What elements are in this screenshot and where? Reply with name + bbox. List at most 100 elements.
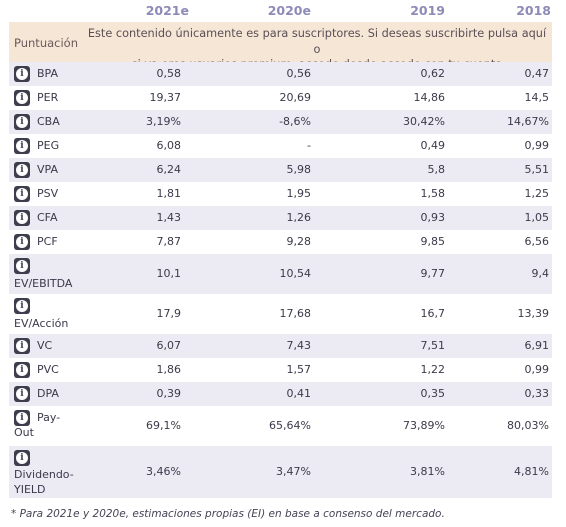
row-label: Pay- Out [14, 411, 61, 439]
cell-2018: 1,25 [524, 187, 550, 200]
info-icon[interactable]: i [14, 410, 30, 426]
cell-2018: 14,5 [524, 91, 550, 104]
cell-2018: 1,05 [524, 211, 550, 224]
cell-2019: 9,85 [420, 235, 446, 248]
table-row-cfa: i CFA 1,43 1,26 0,93 1,05 [9, 206, 552, 230]
row-label: VC [37, 339, 53, 352]
cell-2020e: -8,6% [279, 115, 311, 128]
cell-2018: 4,81% [514, 465, 549, 478]
cell-2020e: 65,64% [269, 419, 311, 432]
row-label: EV/EBITDA [14, 277, 73, 290]
table-row-dpa: i DPA 0,39 0,41 0,35 0,33 [9, 382, 552, 406]
cell-2019: 0,35 [420, 387, 446, 400]
year-header-row: 2021e 2020e 2019 2018 [9, 0, 552, 22]
info-icon[interactable]: i [14, 234, 30, 250]
info-icon[interactable]: i [14, 138, 30, 154]
table-row-pcf: i PCF 7,87 9,28 9,85 6,56 [9, 230, 552, 254]
cell-2020e: - [307, 139, 311, 152]
table-row-per: i PER 19,37 20,69 14,86 14,5 [9, 86, 552, 110]
table-row-peg: i PEG 6,08 - 0,49 0,99 [9, 134, 552, 158]
cell-2021e: 1,81 [156, 187, 182, 200]
row-label: EV/Acción [14, 317, 69, 330]
info-icon[interactable]: i [14, 114, 30, 130]
cell-2021e: 6,24 [156, 163, 182, 176]
cell-2018: 13,39 [517, 307, 550, 320]
cell-2021e: 3,46% [146, 465, 181, 478]
row-label: DPA [37, 387, 59, 400]
cell-2020e: 0,56 [286, 67, 312, 80]
cell-2018: 5,51 [524, 163, 550, 176]
info-icon[interactable]: i [14, 186, 30, 202]
cell-2018: 6,91 [524, 339, 550, 352]
cell-2019: 7,51 [420, 339, 446, 352]
year-header-2019: 2019 [410, 3, 445, 18]
cell-2019: 5,8 [427, 163, 446, 176]
table-row-dividend-yield: i Dividendo- YIELD 3,46% 3,47% 3,81% 4,8… [9, 446, 552, 498]
row-label: VPA [37, 163, 58, 176]
cell-2020e: 20,69 [279, 91, 312, 104]
ratios-table: 2021e 2020e 2019 2018 Puntuación Este co… [9, 0, 552, 498]
cell-2019: 9,77 [420, 267, 446, 280]
row-label: BPA [37, 67, 59, 80]
cell-2020e: 17,68 [279, 307, 312, 320]
table-row-vpa: i VPA 6,24 5,98 5,8 5,51 [9, 158, 552, 182]
cell-2019: 1,22 [420, 363, 446, 376]
cell-2020e: 0,41 [286, 387, 312, 400]
cell-2019: 1,58 [420, 187, 446, 200]
row-label: PEG [37, 139, 60, 152]
cell-2021e: 7,87 [156, 235, 182, 248]
cell-2018: 0,47 [524, 67, 550, 80]
year-header-2021e: 2021e [145, 3, 189, 18]
row-label: CFA [37, 211, 58, 224]
cell-2019: 14,86 [413, 91, 446, 104]
cell-2021e: 6,08 [156, 139, 182, 152]
cell-2020e: 9,28 [286, 235, 312, 248]
year-header-2018: 2018 [516, 3, 551, 18]
year-header-2020e: 2020e [267, 3, 311, 18]
row-label: PCF [37, 235, 58, 248]
cell-2019: 73,89% [403, 419, 445, 432]
info-icon[interactable]: i [14, 386, 30, 402]
cell-2020e: 1,26 [286, 211, 312, 224]
table-row-pvc: i PVC 1,86 1,57 1,22 0,99 [9, 358, 552, 382]
cell-2018: 9,4 [531, 267, 550, 280]
footnote: * Para 2021e y 2020e, estimaciones propi… [11, 508, 445, 520]
cell-2019: 3,81% [410, 465, 445, 478]
cell-2019: 0,49 [420, 139, 446, 152]
cell-2018: 0,33 [524, 387, 550, 400]
info-icon[interactable]: i [14, 450, 30, 466]
cell-2021e: 10,1 [156, 267, 182, 280]
row-label: PVC [37, 363, 59, 376]
table-row-pay-out: i Pay- Out 69,1% 65,64% 73,89% 80,03% [9, 406, 552, 446]
row-label: Dividendo- YIELD [14, 468, 74, 496]
info-icon[interactable]: i [14, 90, 30, 106]
cell-2021e: 0,39 [156, 387, 182, 400]
row-label: PER [37, 91, 59, 104]
info-icon[interactable]: i [14, 338, 30, 354]
info-icon[interactable]: i [14, 298, 30, 314]
cell-2019: 0,62 [420, 67, 446, 80]
subscriber-banner[interactable]: Puntuación Este contenido únicamente es … [9, 22, 552, 71]
info-icon[interactable]: i [14, 210, 30, 226]
cell-2021e: 17,9 [156, 307, 182, 320]
cell-2021e: 1,86 [156, 363, 182, 376]
table-row-vc: i VC 6,07 7,43 7,51 6,91 [9, 334, 552, 358]
row-label: CBA [37, 115, 60, 128]
info-icon[interactable]: i [14, 258, 30, 274]
cell-2018: 80,03% [507, 419, 549, 432]
cell-2018: 14,67% [507, 115, 549, 128]
info-icon[interactable]: i [14, 362, 30, 378]
cell-2019: 0,93 [420, 211, 446, 224]
cell-2019: 16,7 [420, 307, 446, 320]
row-label: PSV [37, 187, 59, 200]
cell-2021e: 19,37 [149, 91, 182, 104]
cell-2021e: 0,58 [156, 67, 182, 80]
table-row-ev-ebitda: i EV/EBITDA 10,1 10,54 9,77 9,4 [9, 254, 552, 294]
table-row-psv: i PSV 1,81 1,95 1,58 1,25 [9, 182, 552, 206]
info-icon[interactable]: i [14, 162, 30, 178]
score-label: Puntuación [14, 36, 78, 50]
cell-2020e: 1,95 [286, 187, 312, 200]
cell-2021e: 6,07 [156, 339, 182, 352]
cell-2020e: 5,98 [286, 163, 312, 176]
info-icon[interactable]: i [14, 66, 30, 82]
